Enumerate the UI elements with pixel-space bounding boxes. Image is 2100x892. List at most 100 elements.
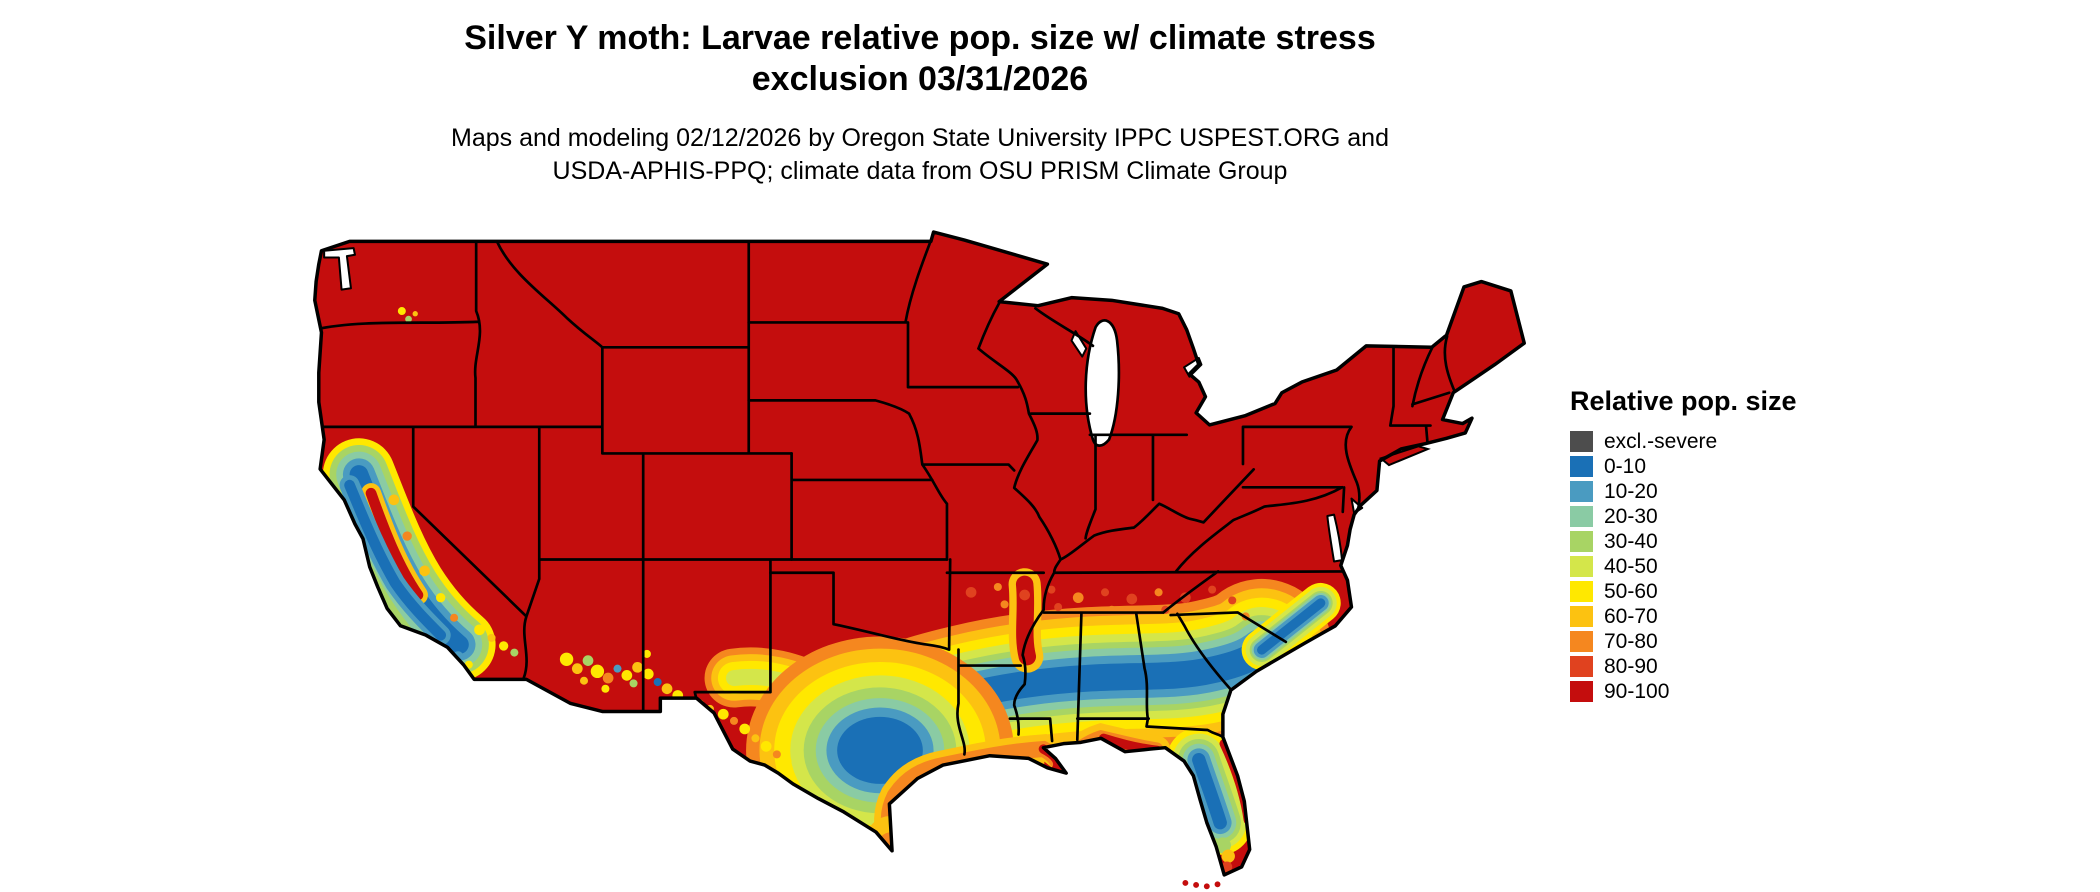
map-speckle bbox=[397, 307, 406, 316]
map-speckle bbox=[435, 592, 446, 603]
legend-swatch bbox=[1570, 531, 1593, 552]
title-line-1: Silver Y moth: Larvae relative pop. size… bbox=[464, 19, 1376, 57]
legend-item-label: excl.-severe bbox=[1604, 430, 1718, 453]
legend-item-label: 30-40 bbox=[1604, 530, 1658, 553]
legend-swatch bbox=[1570, 456, 1593, 477]
legend-item: 0-10 bbox=[1570, 456, 1797, 477]
map-speckle bbox=[1100, 588, 1110, 597]
title-line-2: exclusion 03/31/2026 bbox=[751, 60, 1089, 98]
state-borders-west bbox=[314, 239, 949, 712]
legend-item-label: 10-20 bbox=[1604, 480, 1658, 503]
map-speckle bbox=[582, 655, 594, 666]
legend-item-label: 80-90 bbox=[1604, 655, 1658, 678]
map-region-california bbox=[322, 438, 496, 681]
legend-item: 10-20 bbox=[1570, 481, 1797, 502]
map-speckle bbox=[642, 649, 651, 658]
state-borders bbox=[314, 232, 1456, 756]
legend-item: 50-60 bbox=[1570, 581, 1797, 602]
map-speckle bbox=[579, 676, 589, 685]
subtitle-line-1: Maps and modeling 02/12/2026 by Oregon S… bbox=[451, 124, 1389, 152]
map-speckle bbox=[642, 668, 654, 680]
legend-item: 60-70 bbox=[1570, 606, 1797, 627]
map-speckle bbox=[993, 582, 1002, 591]
legend-swatch bbox=[1570, 481, 1593, 502]
legend-swatch bbox=[1570, 581, 1593, 602]
legend-item-label: 70-80 bbox=[1604, 630, 1658, 653]
map-speckle bbox=[621, 670, 633, 681]
legend-swatch bbox=[1570, 681, 1593, 702]
map-speckle bbox=[1228, 596, 1237, 605]
map-speckle bbox=[1047, 585, 1056, 594]
map-speckle bbox=[590, 664, 605, 679]
map-speckle bbox=[601, 684, 610, 693]
map-speckle bbox=[405, 315, 412, 323]
legend-item-label: 20-30 bbox=[1604, 505, 1658, 528]
legend-item-label: 40-50 bbox=[1604, 555, 1658, 578]
state-borders-northeast bbox=[1341, 335, 1456, 514]
state-borders-plains bbox=[747, 232, 1046, 756]
map-speckle bbox=[571, 663, 583, 675]
map-speckle bbox=[402, 531, 412, 541]
legend-items: excl.-severe 0-10 10-20 20-30 30-40 40-50 50-6… bbox=[1570, 431, 1797, 702]
legend-swatch bbox=[1570, 656, 1593, 677]
map-speckle bbox=[1072, 592, 1084, 604]
long-island bbox=[1378, 445, 1431, 467]
legend-swatch bbox=[1570, 431, 1593, 452]
map-speckle bbox=[1180, 592, 1191, 604]
legend-item: 20-30 bbox=[1570, 506, 1797, 527]
map-speckle bbox=[653, 678, 662, 687]
us-map bbox=[313, 230, 1526, 890]
legend-item-label: 50-60 bbox=[1604, 580, 1658, 603]
map-region-gulf-coast bbox=[874, 723, 1171, 861]
legend-item-label: 90-100 bbox=[1604, 680, 1670, 703]
map-speckle bbox=[783, 757, 792, 766]
map-speckle bbox=[602, 672, 614, 684]
map-speckle bbox=[1054, 603, 1063, 612]
legend-item: 40-50 bbox=[1570, 556, 1797, 577]
map-speckle bbox=[632, 661, 643, 673]
legend-swatch bbox=[1570, 631, 1593, 652]
legend-item-label: 60-70 bbox=[1604, 605, 1658, 628]
legend-item: 90-100 bbox=[1570, 681, 1797, 702]
map-region-florida bbox=[1166, 727, 1254, 855]
subtitle-line-2: USDA-APHIS-PPQ; climate data from OSU PR… bbox=[552, 157, 1288, 185]
legend-item: 30-40 bbox=[1570, 531, 1797, 552]
chesapeake-bay bbox=[1326, 513, 1344, 563]
map-speckle bbox=[1154, 588, 1163, 597]
legend-swatch bbox=[1570, 556, 1593, 577]
map-speckle bbox=[661, 683, 673, 695]
legend-item-label: 0-10 bbox=[1604, 455, 1647, 478]
legend-item: excl.-severe bbox=[1570, 431, 1797, 452]
map-speckle bbox=[419, 565, 430, 577]
legend: Relative pop. size excl.-severe 0-10 10-20… bbox=[1570, 386, 1797, 706]
map-speckle bbox=[751, 734, 760, 743]
puget-sound bbox=[323, 247, 356, 291]
figure-subtitle: Maps and modeling 02/12/2026 by Oregon S… bbox=[451, 122, 1389, 188]
map-lakes bbox=[323, 247, 1364, 563]
map-speckle bbox=[510, 648, 519, 657]
map-speckle bbox=[412, 311, 418, 317]
legend-swatch bbox=[1570, 506, 1593, 527]
map-speckle bbox=[498, 641, 509, 651]
map-region-atlantic-coast bbox=[1241, 582, 1341, 670]
florida-keys bbox=[1182, 880, 1221, 890]
map-speckle bbox=[1221, 849, 1235, 863]
map-speckle bbox=[1126, 593, 1138, 605]
map-speckle bbox=[760, 740, 772, 752]
map-speckle bbox=[1000, 600, 1009, 609]
legend-title: Relative pop. size bbox=[1570, 386, 1797, 416]
figure-title: Silver Y moth: Larvae relative pop. size… bbox=[464, 18, 1376, 100]
map-speckle bbox=[559, 652, 574, 666]
map-speckle bbox=[729, 716, 739, 725]
map-speckle bbox=[1208, 585, 1217, 594]
map-speckle bbox=[629, 679, 638, 688]
map-speckle bbox=[1214, 837, 1231, 854]
us-outline bbox=[313, 230, 1526, 877]
state-borders-midwest bbox=[1029, 307, 1361, 561]
green-bay bbox=[1070, 330, 1088, 358]
map-speckle bbox=[613, 664, 622, 673]
map-speckle bbox=[772, 750, 781, 759]
map-speckle bbox=[388, 494, 400, 506]
legend-item: 80-90 bbox=[1570, 656, 1797, 677]
